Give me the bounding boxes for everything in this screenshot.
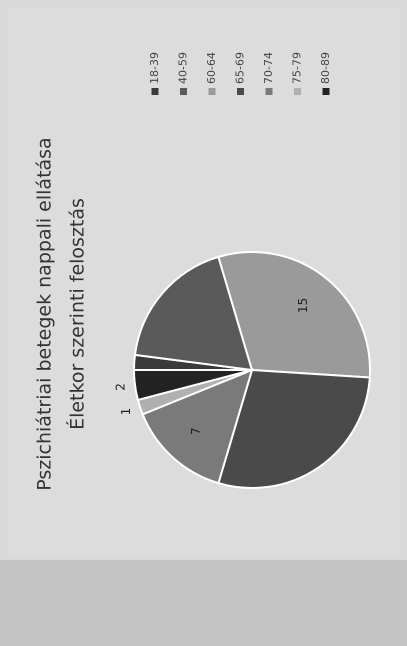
- data-label: 1: [119, 408, 133, 416]
- pie-slice: [217, 368, 371, 489]
- legend-marker: [265, 88, 273, 95]
- rotated-slide: Pszichiátriai betegek nappali ellátása É…: [8, 8, 400, 556]
- pie-slice: [217, 251, 371, 379]
- data-label: 7: [189, 427, 203, 435]
- legend-label: 70-74: [262, 52, 275, 84]
- pie-slice: [132, 369, 253, 402]
- legend-label: 40-59: [177, 52, 190, 84]
- legend-marker: [237, 88, 244, 95]
- legend-marker: [322, 88, 330, 95]
- legend-marker: [294, 88, 301, 95]
- chart-subtitle: Életkor szerinti felosztás: [66, 198, 89, 430]
- legend-marker: [180, 88, 187, 95]
- legend-marker: [151, 88, 159, 95]
- data-label: 15: [296, 298, 310, 313]
- legend-marker: [208, 88, 216, 95]
- data-label: 2: [114, 383, 128, 391]
- legend-label: 60-64: [205, 52, 218, 84]
- legend-label: 65-69: [234, 52, 247, 84]
- pie-slice: [133, 255, 254, 372]
- scan-margin: [0, 560, 407, 646]
- legend-label: 80-89: [319, 52, 332, 84]
- chart-title: Pszichiátriai betegek nappali ellátása: [34, 137, 56, 490]
- legend-label: 75-79: [291, 52, 304, 84]
- legend-label: 18-39: [148, 52, 161, 84]
- pie-slice: [141, 368, 254, 485]
